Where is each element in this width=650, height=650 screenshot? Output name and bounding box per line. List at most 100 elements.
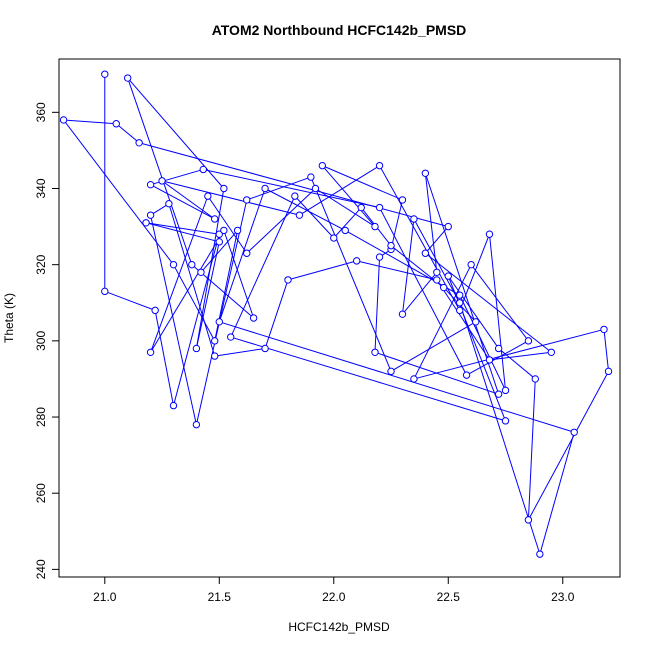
data-point: [318, 161, 327, 170]
series-line-segment: [104, 290, 156, 311]
data-point: [485, 356, 494, 364]
data-point: [146, 348, 155, 356]
data-point: [101, 287, 109, 296]
y-axis: 240 260 280 300 320 340 360: [34, 102, 59, 579]
data-point: [165, 200, 173, 208]
series-line-segment: [356, 260, 437, 281]
series-line-segment: [299, 165, 380, 216]
data-point: [233, 226, 242, 235]
series-line-segment: [154, 310, 174, 406]
x-axis-label: HCFC142b_PMSD: [288, 620, 390, 634]
series-line-segment: [63, 119, 117, 125]
data-point: [456, 291, 464, 299]
x-tick-label: 23.0: [551, 590, 575, 604]
series-line-segment: [150, 215, 197, 425]
data-point: [456, 306, 464, 315]
series-line-segment: [424, 226, 449, 254]
data-point: [146, 211, 155, 219]
series-line-segment: [115, 123, 140, 144]
series-line-segment: [379, 207, 468, 376]
series-line-segment: [173, 264, 216, 342]
data-point: [341, 226, 349, 235]
series-line-segment: [203, 168, 380, 209]
data-point: [261, 184, 269, 193]
series-line-segment: [150, 230, 225, 353]
data-point: [169, 401, 178, 410]
data-point: [600, 325, 608, 334]
series-line-segment: [195, 199, 248, 425]
series-line-segment: [218, 188, 266, 322]
series-line-segment: [447, 275, 500, 349]
series-line-segment: [322, 165, 403, 201]
data-point: [494, 390, 503, 398]
x-tick-label: 22.5: [437, 590, 461, 604]
data-point: [158, 177, 166, 185]
data-point: [375, 203, 384, 212]
data-point: [204, 192, 212, 200]
series-line-segment: [294, 195, 335, 239]
data-point: [371, 222, 379, 231]
series-line-segment: [424, 173, 438, 273]
y-tick-label: 260: [34, 483, 48, 503]
series-line-segment: [374, 257, 381, 353]
series-line-segment: [390, 321, 476, 372]
series-line-segment: [161, 180, 215, 220]
data-point: [375, 253, 384, 261]
data-point: [211, 215, 219, 223]
series-line-segment: [413, 218, 461, 304]
series-line-segment: [230, 195, 296, 338]
data-point: [295, 211, 304, 219]
series-line-segment: [173, 234, 220, 406]
series-line-segment: [459, 234, 490, 311]
data-point: [215, 318, 223, 326]
data-point: [433, 276, 441, 284]
series-line-segment: [344, 229, 460, 296]
series-line-segment: [333, 207, 362, 239]
y-tick-label: 280: [34, 407, 48, 427]
data-point: [220, 226, 228, 235]
data-point: [243, 249, 251, 257]
series-line-segment: [127, 77, 225, 189]
series-line-segment: [246, 176, 312, 201]
data-point: [211, 352, 219, 360]
data-point: [192, 420, 201, 429]
series-line-segment: [310, 176, 392, 372]
data-point: [410, 215, 418, 223]
series-line-segment: [150, 184, 215, 220]
series-line-segment: [161, 180, 300, 216]
data-point: [547, 348, 556, 356]
data-point: [135, 139, 143, 147]
y-tick-label: 240: [34, 559, 48, 579]
series-line-segment: [603, 329, 610, 372]
data-point: [524, 516, 533, 524]
series-line-segment: [264, 279, 289, 349]
data-point: [330, 234, 338, 242]
data-point: [375, 161, 384, 170]
y-tick-label: 320: [34, 254, 48, 274]
data-point: [307, 173, 315, 181]
data-point: [101, 70, 109, 78]
data-point: [444, 222, 452, 231]
data-point: [291, 192, 299, 200]
series-line-segment: [539, 432, 575, 555]
series-line-segment: [223, 230, 255, 319]
data-point: [398, 310, 407, 318]
data-point: [59, 116, 68, 124]
data-point: [192, 344, 201, 353]
data-point: [494, 344, 503, 353]
data-point: [211, 337, 219, 345]
data-point: [387, 367, 395, 376]
data-point: [352, 257, 361, 265]
data-point: [261, 344, 269, 353]
data-point: [501, 386, 510, 395]
data-point: [146, 180, 155, 189]
data-point: [398, 196, 407, 204]
data-point: [421, 169, 430, 177]
data-point: [357, 203, 365, 212]
x-tick-label: 22.0: [322, 590, 346, 604]
series-line-segment: [195, 188, 225, 349]
series-line-segment: [413, 264, 472, 380]
series-line-segment: [63, 119, 174, 265]
series-line-segment: [207, 195, 248, 254]
